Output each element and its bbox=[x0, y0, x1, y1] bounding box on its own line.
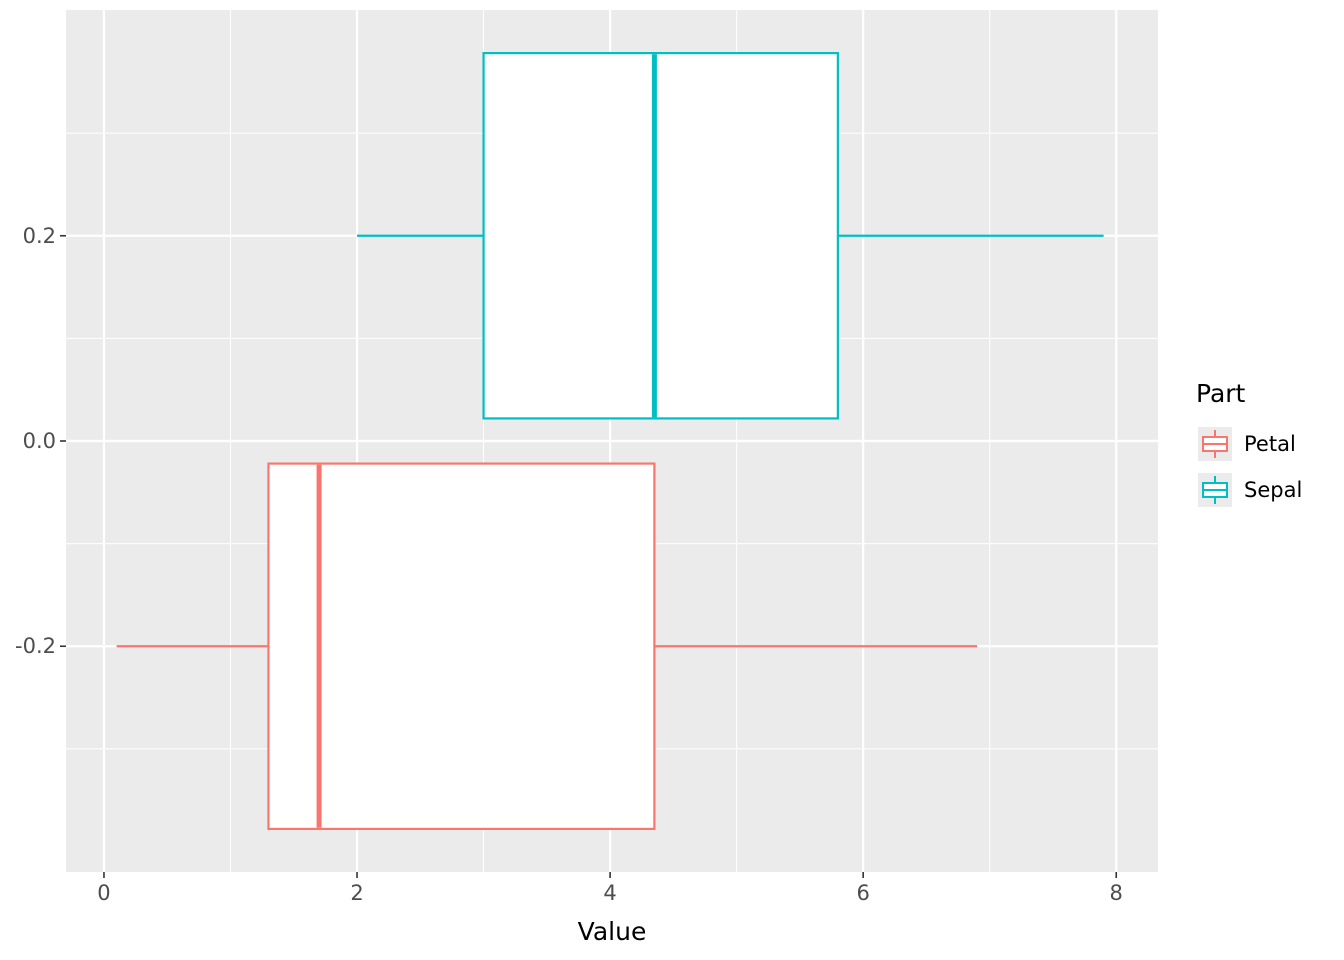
y-tick-label: -0.2 bbox=[15, 634, 56, 658]
boxplot-petal bbox=[116, 462, 978, 831]
axis-ticks bbox=[60, 234, 1118, 878]
x-axis-title: Value bbox=[578, 917, 647, 946]
boxplot-sepal bbox=[357, 51, 1104, 420]
legend-label: Petal bbox=[1244, 432, 1296, 456]
legend: Part Petal Sepal bbox=[1196, 379, 1302, 507]
legend-entry-petal: Petal bbox=[1198, 427, 1296, 461]
legend-label: Sepal bbox=[1244, 478, 1302, 502]
box bbox=[267, 462, 656, 831]
x-tick-label: 0 bbox=[97, 881, 110, 905]
y-tick-label: 0.0 bbox=[23, 429, 56, 453]
y-tick-label: 0.2 bbox=[23, 224, 56, 248]
x-tick-label: 2 bbox=[350, 881, 363, 905]
x-tick-label: 6 bbox=[856, 881, 869, 905]
box bbox=[482, 51, 839, 420]
x-tick-label: 4 bbox=[603, 881, 616, 905]
x-tick-label: 8 bbox=[1110, 881, 1123, 905]
legend-title: Part bbox=[1196, 379, 1246, 408]
legend-entry-sepal: Sepal bbox=[1198, 473, 1302, 507]
